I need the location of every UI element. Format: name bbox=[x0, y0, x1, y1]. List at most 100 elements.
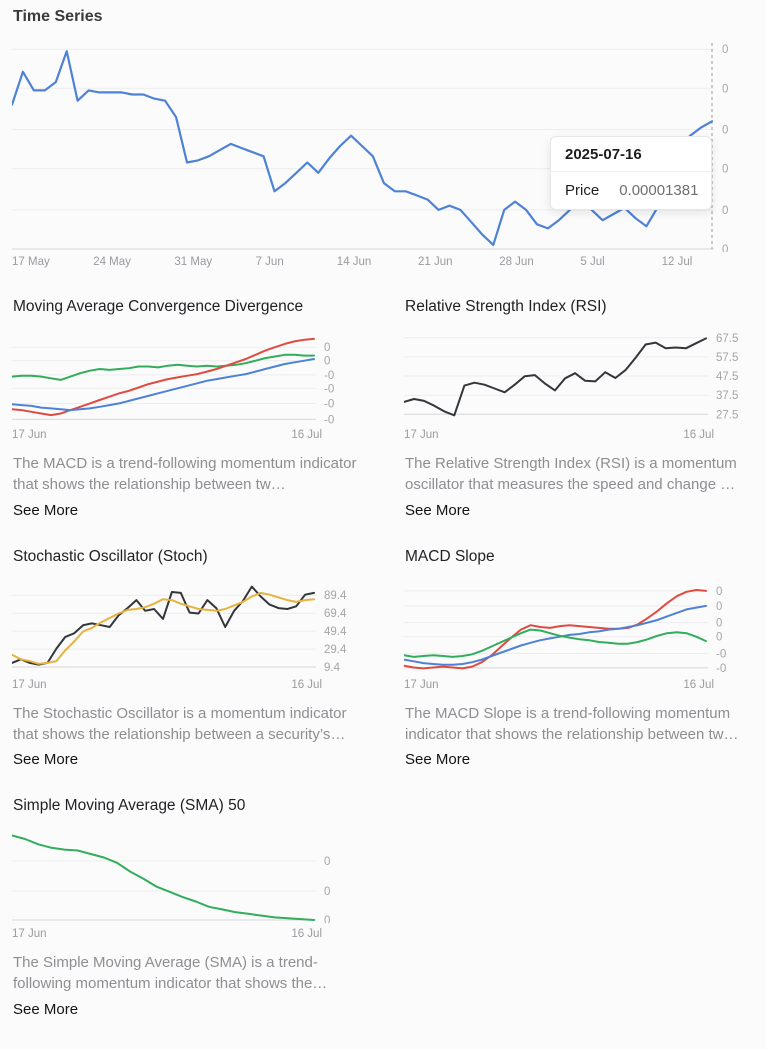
macd-slope-x-axis: 17 Jun 16 Jul bbox=[404, 679, 714, 691]
x-tick-label: 16 Jul bbox=[291, 928, 322, 941]
x-tick-label: 16 Jul bbox=[291, 678, 322, 691]
indicator-card-macd: Moving Average Convergence Divergence 0 0… bbox=[11, 298, 362, 520]
see-more-link-sma50[interactable]: See More bbox=[13, 1000, 79, 1018]
x-tick-label: 7 Jun bbox=[255, 256, 284, 268]
y-tick-label: -0 bbox=[324, 370, 334, 382]
x-tick-label: 17 Jun bbox=[12, 928, 47, 941]
y-tick-label: 0 bbox=[722, 164, 728, 176]
rsi-plot-svg: 67.5 57.5 47.5 37.5 27.5 bbox=[403, 333, 738, 421]
y-tick-label: 89.4 bbox=[324, 590, 347, 602]
series-SMA 50 bbox=[11, 834, 315, 922]
y-tick-label: 49.4 bbox=[324, 626, 347, 638]
y-tick-label: 0 bbox=[324, 342, 330, 354]
series-Price bbox=[10, 50, 714, 246]
x-tick-label: 17 Jun bbox=[12, 678, 47, 691]
card-title-rsi: Relative Strength Index (RSI) bbox=[405, 298, 607, 315]
y-tick-label: 0 bbox=[722, 44, 728, 56]
y-tick-label: 0 bbox=[324, 886, 330, 898]
card-title-sma50: Simple Moving Average (SMA) 50 bbox=[13, 797, 246, 815]
series-%K bbox=[11, 585, 315, 666]
series-macd bbox=[11, 337, 315, 417]
y-tick-label: 0 bbox=[716, 617, 722, 629]
sma50-x-axis: 17 Jun 16 Jul bbox=[12, 928, 322, 940]
y-tick-label: 0 bbox=[722, 205, 728, 217]
y-tick-label: 0 bbox=[716, 600, 722, 612]
y-tick-label: 27.5 bbox=[716, 409, 738, 421]
y-tick-label: 0 bbox=[716, 631, 722, 643]
card-description-stoch: The Stochastic Oscillator is a momentum … bbox=[13, 704, 347, 743]
sma50-plot-svg: 0 0 0 bbox=[11, 834, 330, 927]
tooltip-price-label: Price bbox=[565, 182, 600, 199]
page-title: Time Series bbox=[13, 8, 103, 25]
series-slope-green bbox=[403, 628, 707, 658]
x-tick-label: 17 Jun bbox=[404, 429, 439, 441]
y-tick-label: 0 bbox=[722, 244, 728, 252]
see-more-link-stoch[interactable]: See More bbox=[13, 751, 79, 769]
y-tick-label: 0 bbox=[324, 356, 330, 368]
x-tick-label: 16 Jul bbox=[683, 429, 714, 441]
series-signal bbox=[11, 353, 315, 381]
x-tick-label: 31 May bbox=[174, 256, 213, 268]
y-tick-label: 0 bbox=[722, 125, 728, 137]
series-slope-red bbox=[403, 588, 707, 669]
y-tick-label: 0 bbox=[324, 856, 330, 868]
y-tick-label: 37.5 bbox=[716, 390, 738, 402]
y-tick-label: -0 bbox=[324, 398, 334, 410]
card-description-rsi: The Relative Strength Index (RSI) is a m… bbox=[405, 455, 737, 494]
x-tick-label: 17 May bbox=[12, 256, 50, 268]
series-%D bbox=[11, 591, 315, 665]
y-tick-label: 67.5 bbox=[716, 333, 738, 345]
x-tick-label: 16 Jul bbox=[683, 678, 714, 691]
x-tick-label: 21 Jun bbox=[418, 256, 453, 268]
x-tick-label: 24 May bbox=[93, 256, 131, 268]
stoch-x-axis: 17 Jun 16 Jul bbox=[12, 679, 322, 691]
card-description-sma50: The Simple Moving Average (SMA) is a tre… bbox=[13, 954, 328, 993]
x-tick-label: 17 Jun bbox=[12, 429, 47, 441]
rsi-x-axis: 17 Jun 16 Jul bbox=[404, 429, 714, 441]
series-histogram bbox=[11, 358, 315, 412]
see-more-link-macd[interactable]: See More bbox=[13, 501, 79, 519]
x-tick-label: 16 Jul bbox=[291, 429, 322, 441]
card-description-macd: The MACD is a trend-following momentum i… bbox=[13, 455, 357, 494]
y-tick-label: 0 bbox=[722, 83, 728, 95]
macd-slope-plot-svg: 0 0 0 0 -0 -0 bbox=[403, 585, 726, 674]
tooltip-price-value: 0.00001381 bbox=[619, 182, 699, 199]
x-tick-label: 12 Jul bbox=[661, 256, 693, 268]
indicator-card-macd-slope: MACD Slope 0 0 0 0 -0 -0 17 Jun 16 Jul The MA… bbox=[403, 547, 754, 770]
macd-x-axis: 17 Jun 16 Jul bbox=[12, 429, 322, 441]
card-title-macd: Moving Average Convergence Divergence bbox=[13, 298, 304, 315]
macd-slope-plot[interactable]: 0 0 0 0 -0 -0 bbox=[403, 580, 754, 674]
time-series-chart[interactable]: 0 0 0 0 0 0 17 May 24 May 31 May 7 Jun 14 Jun 21 J… bbox=[10, 40, 754, 276]
x-tick-label: 17 Jun bbox=[404, 678, 439, 691]
indicator-card-rsi: Relative Strength Index (RSI) 67.5 57.5 47… bbox=[403, 298, 754, 520]
x-tick-label: 28 Jun bbox=[499, 256, 534, 268]
y-tick-label: 47.5 bbox=[716, 371, 738, 383]
y-tick-label: -0 bbox=[324, 414, 334, 424]
y-tick-label: 57.5 bbox=[716, 352, 738, 364]
rsi-plot[interactable]: 67.5 57.5 47.5 37.5 27.5 bbox=[403, 330, 754, 424]
card-title-stoch: Stochastic Oscillator (Stoch) bbox=[13, 547, 208, 565]
x-tick-label: 14 Jun bbox=[336, 256, 372, 268]
y-tick-label: 69.4 bbox=[324, 608, 347, 620]
see-more-link-macd-slope[interactable]: See More bbox=[405, 751, 471, 769]
y-tick-label: 0 bbox=[716, 585, 722, 597]
macd-plot-svg: 00-0-0-0-0 bbox=[11, 337, 334, 426]
card-title-macd-slope: MACD Slope bbox=[405, 547, 495, 565]
series-RSI bbox=[403, 337, 707, 417]
time-series-x-axis: 17 May 24 May 31 May 7 Jun 14 Jun 21 Jun 28 Ju… bbox=[12, 256, 754, 276]
y-tick-label: -0 bbox=[324, 383, 334, 395]
series-slope-blue bbox=[403, 604, 707, 666]
indicator-card-sma50: Simple Moving Average (SMA) 50 0 0 0 17 Ju… bbox=[11, 797, 362, 1019]
macd-plot[interactable]: 0 0 -0 -0 -0 -0 bbox=[11, 330, 362, 426]
see-more-link-rsi[interactable]: See More bbox=[405, 501, 471, 519]
sma50-plot[interactable]: 0 0 0 bbox=[11, 829, 362, 927]
indicator-card-stoch: Stochastic Oscillator (Stoch) 89.4 69.4 49… bbox=[11, 547, 362, 770]
card-description-macd-slope: The MACD Slope is a trend-following mome… bbox=[405, 704, 739, 743]
y-tick-label: -0 bbox=[716, 648, 726, 660]
stoch-plot[interactable]: 89.4 69.4 49.4 29.4 9.4 bbox=[11, 580, 362, 674]
y-tick-label: 0 bbox=[324, 915, 330, 923]
y-tick-label: 9.4 bbox=[324, 662, 341, 674]
stoch-plot-svg: 89.4 69.4 49.4 29.4 9.4 bbox=[11, 585, 347, 674]
